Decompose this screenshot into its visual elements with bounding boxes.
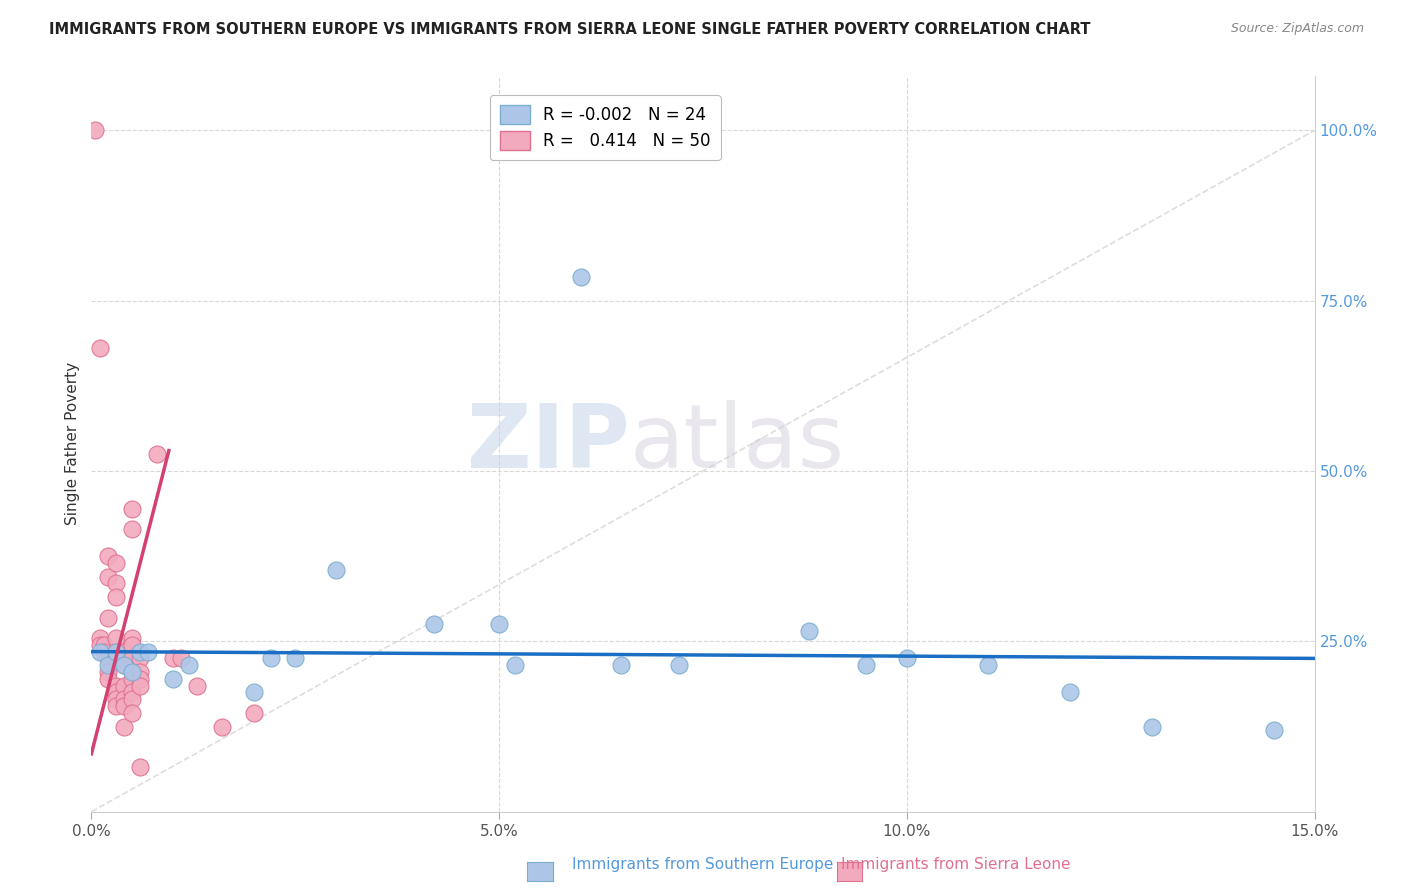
Point bbox=[104, 679, 127, 693]
Point bbox=[112, 720, 135, 734]
Point bbox=[93, 638, 115, 652]
Point bbox=[797, 624, 820, 639]
Point bbox=[129, 679, 152, 693]
Point bbox=[138, 644, 160, 658]
Point bbox=[121, 665, 143, 679]
Point bbox=[121, 706, 143, 720]
Point bbox=[488, 617, 510, 632]
Point bbox=[97, 569, 120, 583]
Point bbox=[129, 672, 152, 686]
Point bbox=[145, 447, 167, 461]
Point bbox=[84, 123, 107, 137]
Point bbox=[121, 672, 143, 686]
Point bbox=[112, 651, 135, 665]
Point bbox=[260, 651, 283, 665]
Point bbox=[977, 658, 1000, 673]
Point bbox=[104, 699, 127, 714]
Point bbox=[423, 617, 446, 632]
Text: Immigrants from Sierra Leone: Immigrants from Sierra Leone bbox=[841, 857, 1071, 872]
Text: Immigrants from Southern Europe: Immigrants from Southern Europe bbox=[572, 857, 834, 872]
Point bbox=[211, 720, 233, 734]
Point bbox=[179, 658, 201, 673]
Point bbox=[129, 644, 152, 658]
Point bbox=[97, 651, 120, 665]
Point bbox=[104, 644, 127, 658]
Point bbox=[89, 638, 111, 652]
Point bbox=[112, 699, 135, 714]
Point bbox=[129, 760, 152, 774]
Point bbox=[104, 685, 127, 699]
Point bbox=[129, 665, 152, 679]
Point bbox=[104, 556, 127, 570]
Point bbox=[121, 631, 143, 645]
Y-axis label: Single Father Poverty: Single Father Poverty bbox=[65, 362, 80, 525]
Point bbox=[121, 522, 143, 536]
Point bbox=[121, 685, 143, 699]
Point bbox=[668, 658, 690, 673]
Point bbox=[93, 644, 115, 658]
Point bbox=[104, 631, 127, 645]
Point bbox=[284, 651, 307, 665]
Point bbox=[104, 590, 127, 604]
Point bbox=[104, 692, 127, 706]
Point bbox=[112, 658, 135, 673]
Point bbox=[112, 692, 135, 706]
Point bbox=[162, 651, 184, 665]
Point bbox=[104, 576, 127, 591]
Point bbox=[243, 706, 266, 720]
Point bbox=[121, 665, 143, 679]
Point bbox=[121, 651, 143, 665]
Text: IMMIGRANTS FROM SOUTHERN EUROPE VS IMMIGRANTS FROM SIERRA LEONE SINGLE FATHER PO: IMMIGRANTS FROM SOUTHERN EUROPE VS IMMIG… bbox=[49, 22, 1091, 37]
Point bbox=[97, 610, 120, 624]
Point bbox=[162, 672, 184, 686]
Point bbox=[121, 638, 143, 652]
Point bbox=[112, 644, 135, 658]
Point bbox=[129, 651, 152, 665]
Point bbox=[89, 342, 111, 356]
Point bbox=[97, 665, 120, 679]
Point bbox=[569, 269, 592, 284]
Point bbox=[170, 651, 193, 665]
Point bbox=[896, 651, 918, 665]
Point bbox=[243, 685, 266, 699]
Point bbox=[112, 679, 135, 693]
Point bbox=[104, 644, 127, 658]
Point bbox=[89, 644, 111, 658]
Point bbox=[855, 658, 877, 673]
Point bbox=[1263, 723, 1285, 737]
Point bbox=[112, 658, 135, 673]
Point bbox=[97, 658, 120, 673]
Legend: R = -0.002   N = 24, R =   0.414   N = 50: R = -0.002 N = 24, R = 0.414 N = 50 bbox=[489, 95, 720, 161]
Text: atlas: atlas bbox=[630, 401, 845, 487]
Point bbox=[1059, 685, 1081, 699]
Point bbox=[186, 679, 208, 693]
Point bbox=[89, 631, 111, 645]
Point bbox=[121, 692, 143, 706]
Point bbox=[1140, 720, 1163, 734]
Point bbox=[104, 651, 127, 665]
Point bbox=[97, 672, 120, 686]
Point bbox=[97, 549, 120, 564]
Point bbox=[610, 658, 633, 673]
Text: Source: ZipAtlas.com: Source: ZipAtlas.com bbox=[1230, 22, 1364, 36]
Point bbox=[505, 658, 527, 673]
Text: ZIP: ZIP bbox=[467, 401, 630, 487]
Point bbox=[121, 501, 143, 516]
Point bbox=[325, 563, 347, 577]
